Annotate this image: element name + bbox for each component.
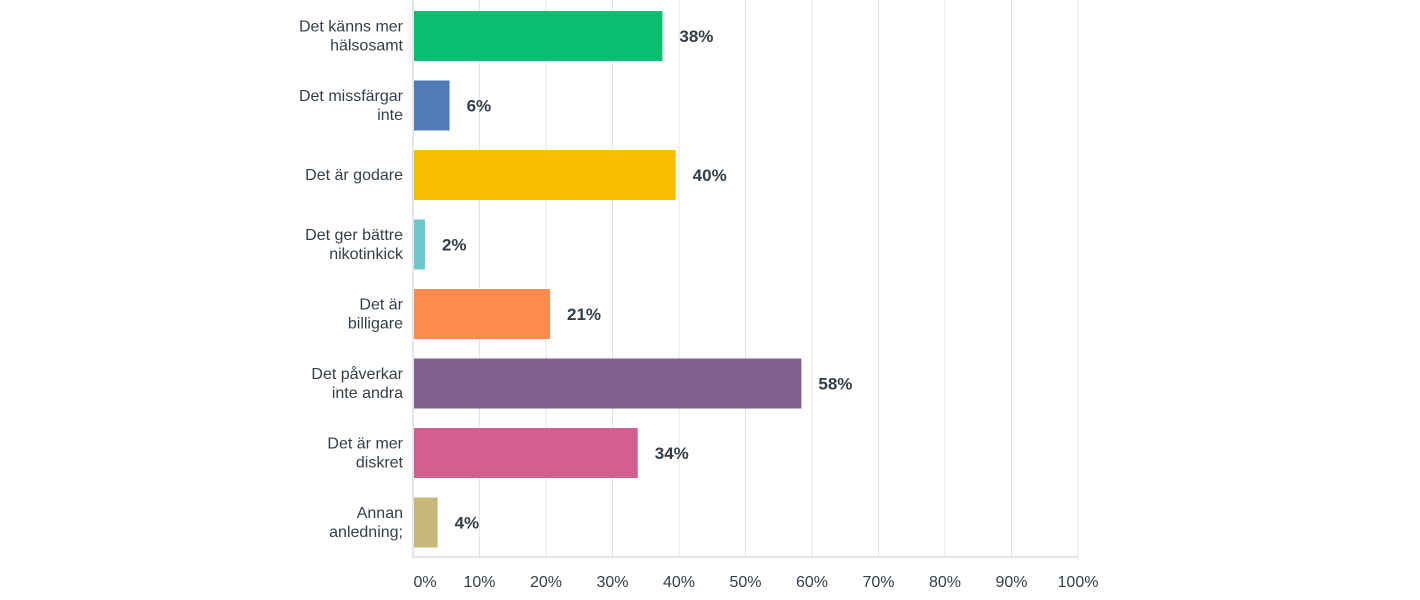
x-tick-label-0: 0% (413, 574, 436, 591)
bar-6 (414, 358, 802, 409)
x-tick-label-30: 30% (596, 574, 628, 591)
x-tick-label-40: 40% (663, 574, 695, 591)
x-tick-label-100: 100% (1058, 574, 1099, 591)
value-label-2: 6% (467, 97, 492, 116)
value-label-7: 34% (655, 444, 689, 463)
x-tick-label-80: 80% (929, 574, 961, 591)
value-label-3: 40% (693, 166, 727, 185)
value-labels: 38% 6% 40% 2% 21% 58% 34% 4% (442, 27, 852, 533)
category-label-2-line-2: inte (377, 107, 403, 124)
x-tick-label-60: 60% (796, 574, 828, 591)
category-label-6-line-2: inte andra (332, 385, 403, 402)
x-tick-label-90: 90% (995, 574, 1027, 591)
category-label-8-line-1: Annan (357, 505, 403, 522)
value-label-1: 38% (679, 27, 713, 46)
x-tick-label-20: 20% (530, 574, 562, 591)
bar-4 (414, 219, 425, 270)
bar-3 (414, 150, 676, 200)
bars (414, 11, 802, 548)
category-label-6-line-1: Det påverkar (311, 365, 403, 383)
category-labels: Det känns mer hälsosamt Det missfärgar inte… (299, 19, 404, 542)
value-label-4: 2% (442, 236, 467, 255)
bar-7 (414, 428, 638, 478)
category-label-1-line-2: hälsosamt (330, 38, 403, 55)
bar-8 (414, 497, 438, 548)
category-label-7-line-2: diskret (356, 455, 404, 472)
category-label-2-line-1: Det missfärgar (299, 88, 404, 105)
category-label-3-line-1: Det är godare (305, 167, 403, 184)
x-tick-label-70: 70% (862, 574, 894, 591)
category-label-4-line-2: nikotinkick (329, 246, 404, 263)
category-label-5-line-2: billigare (348, 316, 403, 333)
value-label-8: 4% (455, 514, 480, 533)
category-label-8-line-2: anledning; (329, 524, 403, 541)
bar-5 (414, 289, 550, 339)
bar-2 (414, 80, 450, 131)
category-label-1-line-1: Det känns mer (299, 19, 404, 36)
value-label-5: 21% (567, 305, 601, 324)
bar-1 (414, 11, 663, 61)
x-tick-label-10: 10% (463, 574, 495, 591)
category-label-7-line-1: Det är mer (327, 436, 403, 453)
value-label-6: 58% (818, 375, 852, 394)
category-label-5-line-1: Det är (359, 297, 403, 314)
x-axis-tick-labels: 0% 10% 20% 30% 40% 50% 60% 70% 80% 90% 100% (413, 574, 1098, 591)
grid-lines (412, 0, 1079, 558)
x-tick-label-50: 50% (729, 574, 761, 591)
category-label-4-line-1: Det ger bättre (305, 227, 403, 244)
